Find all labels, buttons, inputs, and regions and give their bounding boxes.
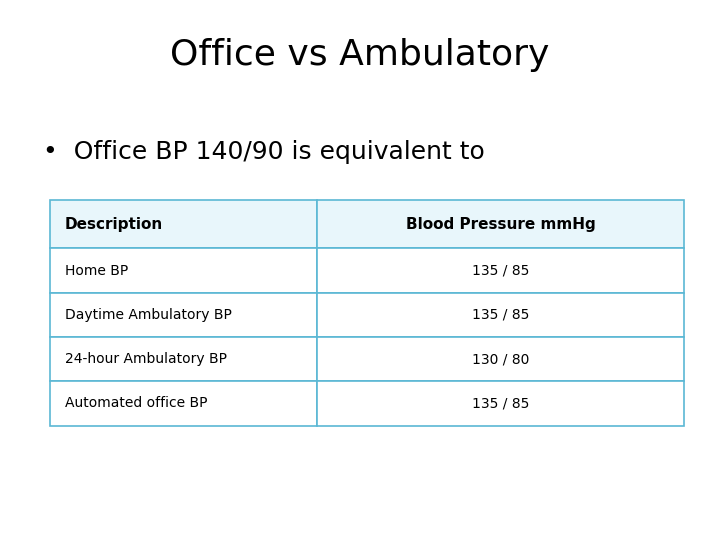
Text: 135 / 85: 135 / 85: [472, 264, 529, 278]
Bar: [317, 381, 684, 426]
Bar: [317, 248, 684, 293]
Bar: [317, 337, 684, 381]
Text: 135 / 85: 135 / 85: [472, 396, 529, 410]
Bar: [50, 248, 317, 293]
Text: Daytime Ambulatory BP: Daytime Ambulatory BP: [65, 308, 232, 322]
Bar: [317, 200, 684, 248]
Text: •  Office BP 140/90 is equivalent to: • Office BP 140/90 is equivalent to: [43, 140, 485, 164]
Bar: [50, 200, 317, 248]
Text: Blood Pressure mmHg: Blood Pressure mmHg: [405, 217, 595, 232]
Bar: [50, 337, 317, 381]
Text: 135 / 85: 135 / 85: [472, 308, 529, 322]
Text: Description: Description: [65, 217, 163, 232]
Text: Automated office BP: Automated office BP: [65, 396, 207, 410]
Bar: [317, 293, 684, 337]
Text: Office vs Ambulatory: Office vs Ambulatory: [171, 38, 549, 72]
Bar: [50, 293, 317, 337]
Text: Home BP: Home BP: [65, 264, 128, 278]
Text: 130 / 80: 130 / 80: [472, 352, 529, 366]
Bar: [50, 381, 317, 426]
Text: 24-hour Ambulatory BP: 24-hour Ambulatory BP: [65, 352, 227, 366]
